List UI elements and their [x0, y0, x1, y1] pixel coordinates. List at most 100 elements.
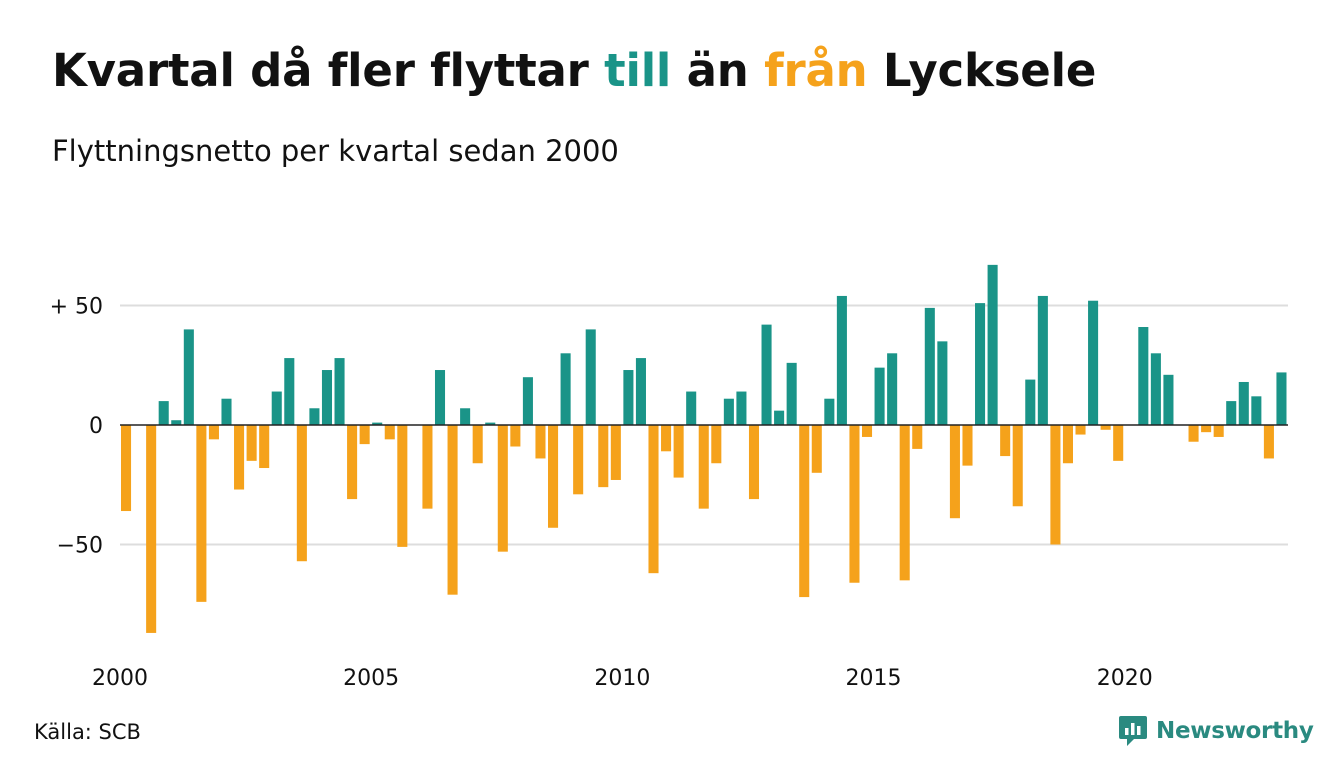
bar-2016-q2: 2016 Q2: 35	[937, 341, 948, 425]
x-tick-label: 2000	[92, 666, 148, 691]
chart-title: Kvartal då fler flyttar till än från Lyc…	[52, 44, 1096, 97]
bar-2009-q2: 2009 Q2: 40	[585, 329, 596, 425]
bar-2002-q1: 2002 Q1: 11	[221, 398, 232, 425]
bar-2006-q1: 2006 Q1: -35	[422, 425, 433, 509]
bar-2010-q2: 2010 Q2: 28	[635, 358, 646, 425]
bar-2004-q4: 2004 Q4: -8	[359, 425, 370, 445]
bar-2001-q3: 2001 Q3: -74	[196, 425, 207, 602]
bars: 2000 Q1: -36 2000 Q3: -872000 Q4: 10 2001 …	[121, 264, 1287, 633]
bar-2000-q1: 2000 Q1: -36	[121, 425, 132, 512]
bar-2008-q2: 2008 Q2: -14	[535, 425, 546, 459]
bar-2002-q2: 2002 Q2: -27	[234, 425, 245, 490]
bar-2017-q2: 2017 Q2: 67	[987, 264, 998, 425]
bar-2019-q3: 2019 Q3: -2	[1100, 425, 1111, 430]
bar-2021-q2: 2021 Q2: -7	[1188, 425, 1199, 442]
bar-2002-q3: 2002 Q3: -15	[246, 425, 257, 461]
bar-2004-q3: 2004 Q3: -31	[347, 425, 358, 500]
bar-2000-q4: 2000 Q4: 10	[158, 401, 169, 425]
bar-2020-q4: 2020 Q4: 21	[1163, 374, 1174, 425]
bar-2019-q1: 2019 Q1: -4	[1075, 425, 1086, 435]
x-tick-label: 2015	[846, 666, 902, 691]
brand-logo[interactable]: Newsworthy	[1118, 714, 1314, 748]
bar-2020-q3: 2020 Q3: 30	[1150, 353, 1161, 425]
bar-2012-q3: 2012 Q3: -31	[748, 425, 760, 500]
bar-2013-q3: 2013 Q3: -72	[799, 425, 810, 598]
bar-2003-q1: 2003 Q1: 14	[271, 391, 282, 425]
bar-2009-q3: 2009 Q3: -26	[598, 425, 609, 488]
bar-2022-q4: 2022 Q4: -14	[1263, 425, 1274, 459]
bar-2017-q3: 2017 Q3: -13	[1000, 425, 1011, 457]
title-highlight-till: till	[604, 44, 672, 97]
bar-2014-q1: 2014 Q1: 11	[824, 398, 835, 425]
bar-2015-q2: 2015 Q2: 30	[887, 353, 898, 425]
bar-2018-q3: 2018 Q3: -50	[1050, 425, 1061, 545]
bar-2022-q2: 2022 Q2: 18	[1238, 381, 1249, 425]
bar-2019-q2: 2019 Q2: 52	[1088, 300, 1099, 425]
bar-2014-q3: 2014 Q3: -66	[849, 425, 860, 583]
bar-2000-q3: 2000 Q3: -87	[146, 425, 157, 633]
title-part-5: Lycksele	[867, 44, 1097, 97]
bar-2005-q1: 2005 Q1: 1	[372, 422, 383, 425]
bar-2020-q2: 2020 Q2: 41	[1138, 327, 1149, 425]
bar-2013-q2: 2013 Q2: 26	[786, 362, 797, 425]
bar-2023-q1: 2023 Q1: 22	[1276, 372, 1287, 425]
bar-2014-q4: 2014 Q4: -5	[861, 425, 873, 437]
bar-2007-q3: 2007 Q3: -53	[497, 425, 508, 552]
title-part-1: Kvartal då fler flyttar	[52, 44, 605, 97]
x-tick-label: 2020	[1097, 666, 1153, 691]
bar-2008-q1: 2008 Q1: 20	[522, 377, 533, 425]
bar-2016-q3: 2016 Q3: -39	[949, 425, 960, 519]
bar-2021-q4: 2021 Q4: -5	[1213, 425, 1224, 437]
y-tick-label: −50	[57, 534, 103, 559]
bar-2001-q2: 2001 Q2: 40	[183, 329, 194, 425]
bar-2006-q4: 2006 Q4: 7	[460, 408, 471, 425]
bar-2003-q2: 2003 Q2: 28	[284, 358, 295, 425]
bar-2012-q1: 2012 Q1: 11	[723, 398, 734, 425]
bar-2011-q2: 2011 Q2: 14	[686, 391, 697, 425]
x-tick-label: 2005	[343, 666, 399, 691]
bar-2011-q4: 2011 Q4: -16	[711, 425, 722, 464]
bar-2018-q4: 2018 Q4: -16	[1062, 425, 1073, 464]
bar-2016-q4: 2016 Q4: -17	[962, 425, 973, 466]
bar-2013-q4: 2013 Q4: -20	[811, 425, 822, 473]
bar-2016-q1: 2016 Q1: 49	[924, 307, 935, 425]
bar-2015-q1: 2015 Q1: 24	[874, 367, 885, 425]
bar-2011-q3: 2011 Q3: -35	[698, 425, 709, 509]
bar-2012-q2: 2012 Q2: 14	[736, 391, 747, 425]
bar-chart: 2000 Q1: -36 2000 Q3: -872000 Q4: 10 2001 …	[50, 264, 1288, 691]
bar-2013-q1: 2013 Q1: 6	[774, 410, 785, 425]
bar-2004-q1: 2004 Q1: 23	[321, 370, 333, 425]
newsworthy-logo-icon	[1119, 716, 1147, 746]
bar-2022-q3: 2022 Q3: 12	[1251, 396, 1262, 425]
bar-2002-q4: 2002 Q4: -18	[259, 425, 270, 469]
bar-2007-q2: 2007 Q2: 1	[485, 422, 496, 425]
brand-name: Newsworthy	[1156, 718, 1314, 744]
bar-2010-q3: 2010 Q3: -62	[648, 425, 659, 574]
bar-2009-q1: 2009 Q1: -29	[573, 425, 584, 495]
bar-2003-q3: 2003 Q3: -57	[296, 425, 307, 562]
x-tick-label: 2010	[594, 666, 650, 691]
y-axis-ticks: + 50 0 −50	[50, 295, 103, 559]
bar-2001-q4: 2001 Q4: -6	[208, 425, 219, 440]
bar-2019-q4: 2019 Q4: -15	[1113, 425, 1124, 461]
y-tick-label: 0	[89, 414, 103, 439]
bar-2010-q1: 2010 Q1: 23	[623, 370, 634, 425]
bar-2007-q1: 2007 Q1: -16	[472, 425, 483, 464]
bar-2003-q4: 2003 Q4: 7	[309, 408, 320, 425]
bar-2005-q2: 2005 Q2: -6	[384, 425, 395, 440]
bar-2006-q3: 2006 Q3: -71	[447, 425, 458, 595]
bar-2007-q4: 2007 Q4: -9	[510, 425, 521, 447]
bar-2011-q1: 2011 Q1: -22	[673, 425, 684, 478]
bar-2006-q2: 2006 Q2: 23	[434, 370, 446, 425]
bar-2021-q3: 2021 Q3: -3	[1201, 425, 1212, 433]
bar-2015-q3: 2015 Q3: -65	[899, 425, 910, 581]
bar-2005-q3: 2005 Q3: -51	[397, 425, 408, 547]
source-note: Källa: SCB	[34, 720, 141, 744]
bar-2008-q4: 2008 Q4: 30	[560, 353, 571, 425]
bar-2018-q2: 2018 Q2: 54	[1037, 295, 1048, 425]
bar-2012-q4: 2012 Q4: 42	[761, 324, 772, 425]
bar-2008-q3: 2008 Q3: -43	[548, 425, 559, 528]
bar-2017-q1: 2017 Q1: 51	[975, 303, 986, 425]
bar-2022-q1: 2022 Q1: 10	[1226, 401, 1237, 425]
bar-2015-q4: 2015 Q4: -10	[912, 425, 923, 449]
